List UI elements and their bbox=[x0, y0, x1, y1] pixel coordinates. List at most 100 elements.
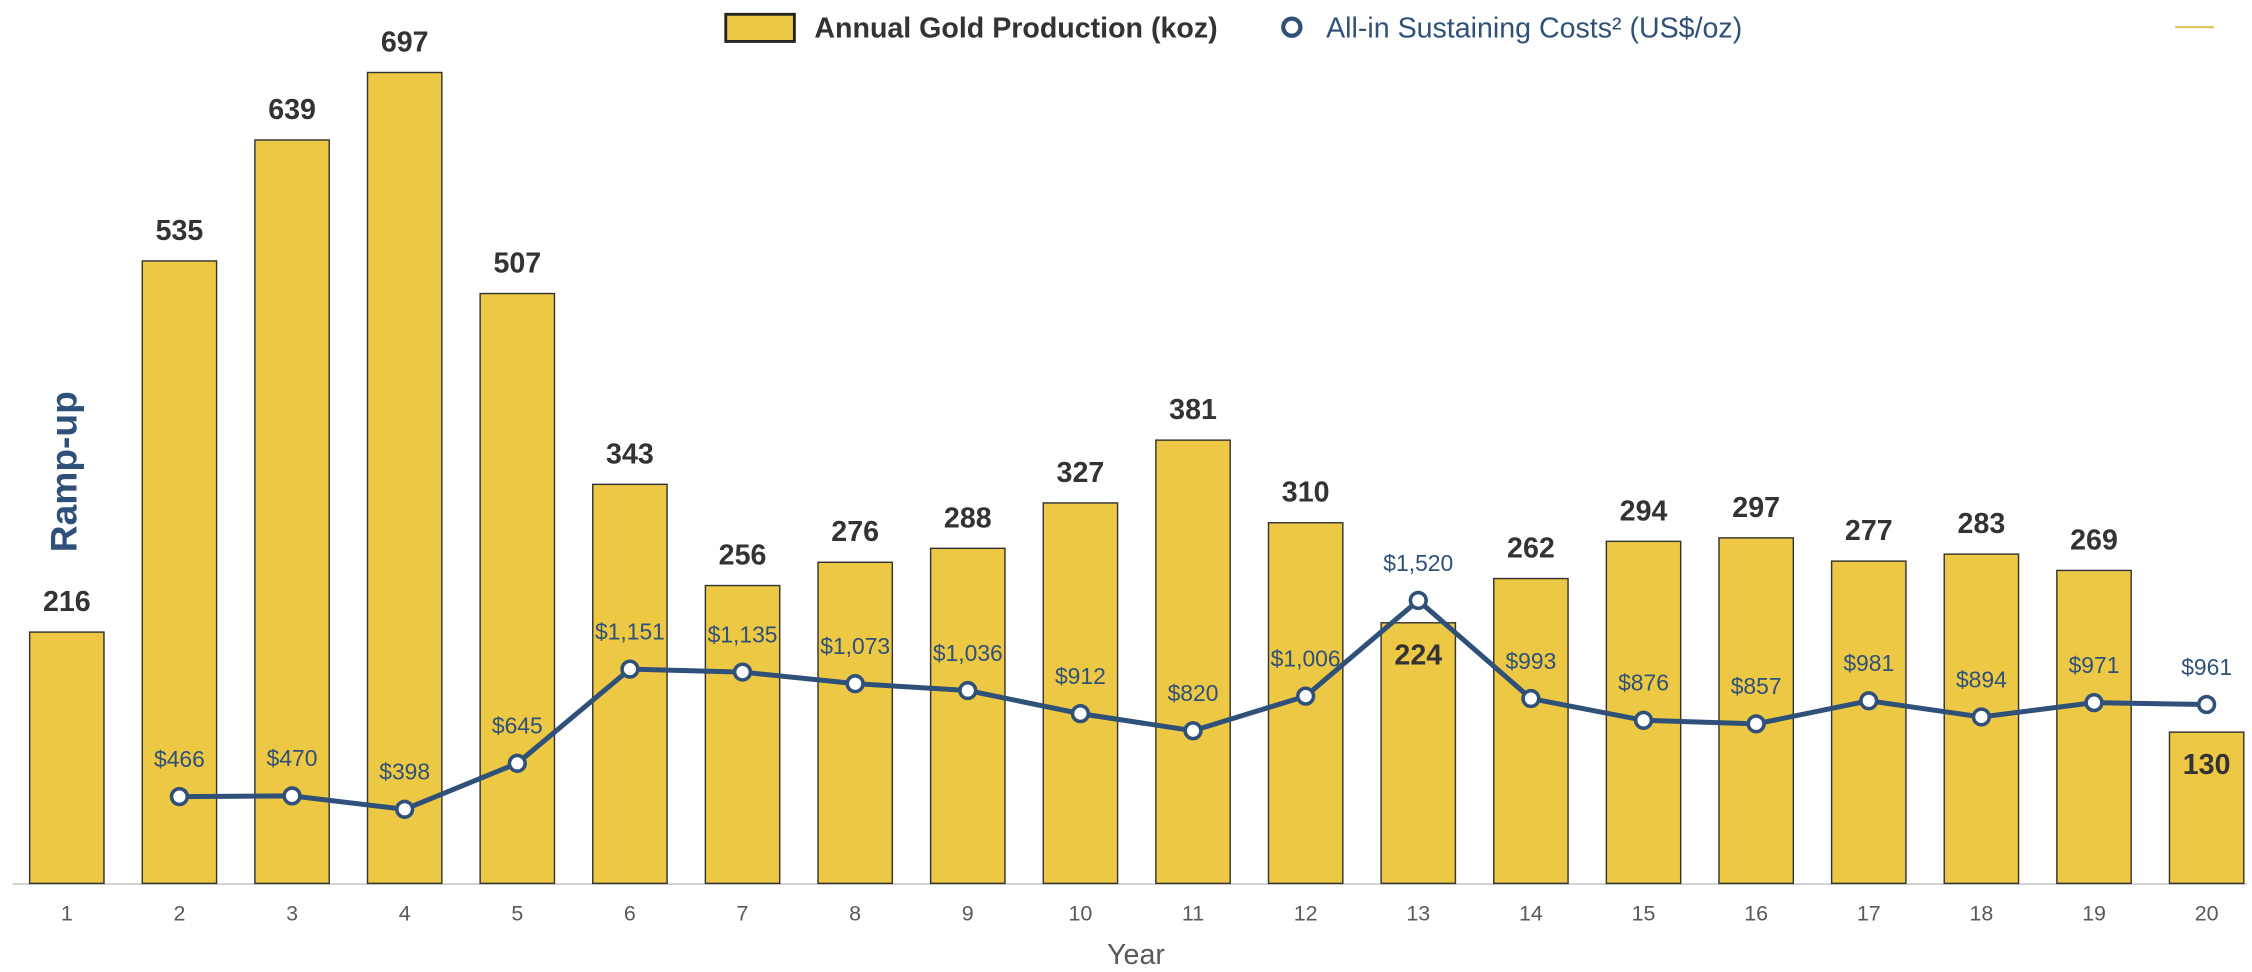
line-value-label: $981 bbox=[1843, 650, 1894, 676]
bar bbox=[1718, 537, 1795, 885]
bar bbox=[817, 561, 894, 885]
legend-label: All-in Sustaining Costs² (US$/oz) bbox=[1326, 13, 1742, 45]
x-tick-label: 16 bbox=[1744, 901, 1768, 925]
bar-value-label: 224 bbox=[1394, 640, 1442, 672]
line-point bbox=[282, 786, 302, 806]
line-value-label: $645 bbox=[492, 713, 543, 739]
x-tick-label: 14 bbox=[1519, 901, 1543, 925]
bar bbox=[1493, 577, 1569, 885]
x-tick-label: 10 bbox=[1068, 901, 1092, 925]
line-point bbox=[1633, 710, 1654, 730]
annotation: Ramp-up bbox=[43, 391, 85, 552]
x-tick-label: 12 bbox=[1294, 901, 1318, 925]
bar bbox=[254, 139, 330, 885]
x-tick-label: 19 bbox=[2082, 901, 2106, 925]
bar-value-label: 216 bbox=[43, 586, 91, 618]
x-tick-label: 7 bbox=[737, 901, 749, 925]
x-tick-label: 18 bbox=[1969, 901, 1993, 925]
line-point bbox=[958, 680, 978, 701]
line-point bbox=[1070, 703, 1091, 724]
line-value-label: $961 bbox=[2181, 654, 2232, 680]
bar-value-label: 327 bbox=[1057, 457, 1105, 489]
line-value-label: $1,073 bbox=[820, 633, 890, 659]
bar-value-label: 288 bbox=[944, 502, 992, 534]
x-tick-label: 6 bbox=[624, 901, 636, 925]
line-point bbox=[395, 799, 415, 819]
x-tick-label: 15 bbox=[1632, 901, 1656, 925]
line-point bbox=[845, 673, 865, 694]
line-point bbox=[732, 662, 753, 682]
bar-value-label: 310 bbox=[1282, 477, 1330, 509]
bar bbox=[28, 631, 105, 885]
bar bbox=[2168, 731, 2245, 885]
line-point bbox=[620, 659, 640, 679]
line-value-label: $971 bbox=[2069, 652, 2120, 678]
line-point bbox=[1859, 691, 1879, 711]
line-point bbox=[169, 786, 190, 807]
bar bbox=[704, 584, 781, 885]
line-point bbox=[1521, 688, 1541, 709]
line-point bbox=[1408, 590, 1428, 611]
bar-value-label: 697 bbox=[381, 26, 429, 58]
bar bbox=[141, 260, 218, 885]
bar bbox=[929, 547, 1006, 885]
bar bbox=[366, 71, 443, 885]
bar-value-label: 507 bbox=[493, 248, 541, 280]
line-value-label: $820 bbox=[1168, 680, 1219, 706]
bar-value-label: 283 bbox=[1958, 508, 2006, 540]
line-value-label: $398 bbox=[379, 759, 430, 785]
line-value-label: $466 bbox=[154, 746, 205, 772]
line-point bbox=[507, 753, 527, 773]
line-point bbox=[1746, 714, 1766, 734]
bar-value-label: 294 bbox=[1620, 495, 1668, 527]
x-tick-label: 20 bbox=[2195, 901, 2219, 925]
bar bbox=[592, 483, 668, 885]
line-point bbox=[2084, 692, 2104, 713]
bar bbox=[1830, 560, 1907, 885]
bar-value-label: 277 bbox=[1845, 515, 1893, 547]
bar-value-label: 535 bbox=[156, 215, 204, 247]
x-tick-label: 17 bbox=[1857, 901, 1881, 925]
bar bbox=[479, 292, 556, 885]
bar-value-label: 262 bbox=[1507, 533, 1555, 565]
line-value-label: $876 bbox=[1618, 670, 1669, 696]
bar-value-label: 256 bbox=[719, 540, 767, 572]
legend-label: Annual Gold Production (koz) bbox=[814, 13, 1217, 45]
bar-value-label: 297 bbox=[1732, 492, 1780, 524]
line-value-label: $1,151 bbox=[595, 618, 665, 644]
line-point bbox=[1296, 686, 1316, 706]
bar-value-label: 130 bbox=[2183, 749, 2231, 781]
x-tick-label: 4 bbox=[399, 901, 411, 925]
x-axis-label: Year bbox=[1107, 939, 1165, 971]
line-value-label: $1,135 bbox=[708, 621, 778, 647]
line-value-label: $470 bbox=[267, 745, 318, 771]
line-value-label: $912 bbox=[1055, 663, 1106, 689]
x-tick-label: 1 bbox=[61, 901, 73, 925]
line-value-label: $1,520 bbox=[1383, 550, 1453, 576]
x-tick-label: 11 bbox=[1182, 901, 1204, 925]
bar bbox=[1380, 622, 1457, 885]
x-tick-label: 3 bbox=[286, 901, 298, 925]
bar-value-label: 343 bbox=[606, 438, 654, 470]
line-point bbox=[1971, 707, 1992, 727]
bar-value-label: 381 bbox=[1169, 394, 1217, 426]
bar bbox=[2056, 569, 2132, 885]
legend-marker bbox=[1281, 16, 1303, 38]
bar-value-label: 269 bbox=[2070, 524, 2118, 556]
x-tick-label: 9 bbox=[962, 901, 974, 925]
line-value-label: $1,036 bbox=[933, 640, 1003, 666]
x-tick-label: 2 bbox=[173, 901, 185, 925]
line-point bbox=[2196, 694, 2217, 715]
bar bbox=[1155, 439, 1231, 885]
line-value-label: $857 bbox=[1731, 673, 1782, 699]
bar bbox=[1042, 502, 1119, 885]
line-value-label: $894 bbox=[1956, 666, 2007, 692]
legend-swatch bbox=[724, 12, 796, 43]
line-point bbox=[1183, 721, 1203, 741]
x-tick-label: 5 bbox=[511, 901, 523, 925]
bar-value-label: 639 bbox=[268, 94, 316, 126]
line-value-label: $1,006 bbox=[1271, 645, 1341, 671]
x-tick-label: 13 bbox=[1406, 901, 1430, 925]
